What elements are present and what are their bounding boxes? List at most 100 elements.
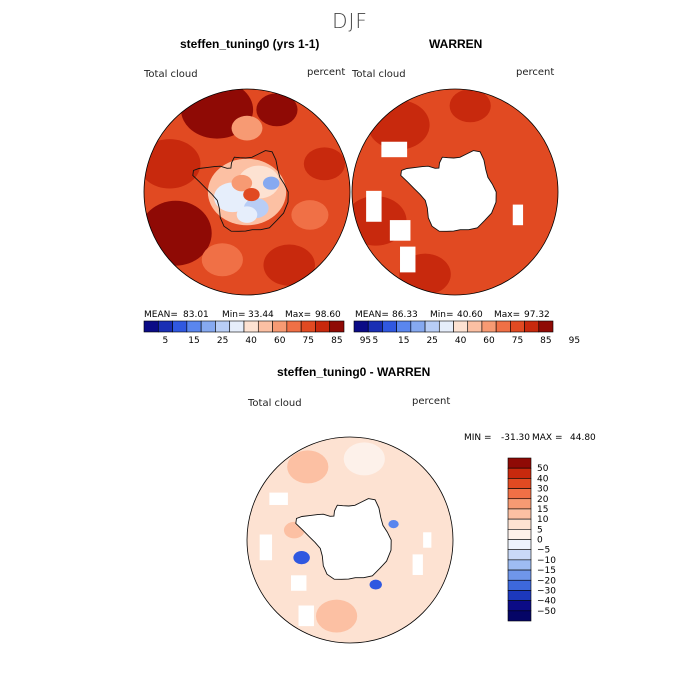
land-patch xyxy=(262,176,280,190)
missing-data xyxy=(412,554,423,575)
panel2-max-label: Max= xyxy=(494,310,521,320)
colorbar-swatch xyxy=(200,320,216,333)
colorbar-swatch xyxy=(453,320,469,333)
panel3-map-border xyxy=(246,436,454,644)
panel3-max-value: 44.80 xyxy=(570,433,596,443)
panel1-mean-value: 83.01 xyxy=(183,310,209,320)
field-patch xyxy=(144,139,201,189)
panel1-units-label: percent xyxy=(307,67,346,78)
panel2-field xyxy=(352,89,558,295)
colorbar-swatch xyxy=(424,320,440,333)
field-patch xyxy=(256,93,298,127)
colorbar-swatch xyxy=(438,320,454,333)
colorbar-tick-label: 5 xyxy=(372,336,378,346)
season-title: DJF xyxy=(332,9,368,33)
panel1-variable-label: Total cloud xyxy=(144,69,198,80)
colorbar-swatch xyxy=(507,457,532,469)
colorbar-tick-label: −5 xyxy=(537,546,550,556)
colorbar-swatch xyxy=(286,320,302,333)
colorbar-tick-label: 40 xyxy=(455,336,467,346)
panel3-max-label: MAX = xyxy=(532,433,563,443)
colorbar-swatch xyxy=(257,320,273,333)
colorbar-tick-label: 40 xyxy=(245,336,257,346)
colorbar-tick-label: 85 xyxy=(540,336,551,346)
colorbar-swatch xyxy=(186,320,202,333)
colorbar-swatch xyxy=(507,488,532,500)
missing-data xyxy=(381,141,408,158)
colorbar-swatch xyxy=(410,320,426,333)
field-patch xyxy=(201,243,243,277)
colorbar-tick-label: 95 xyxy=(569,336,580,346)
colorbar-swatch xyxy=(507,498,532,510)
colorbar-tick-label: −30 xyxy=(537,586,556,596)
colorbar-tick-label: 0 xyxy=(537,536,543,546)
panel2-colorbar: 5 15 25 40 60 75 85 95 xyxy=(353,320,580,346)
panel1-field xyxy=(144,89,350,295)
panel2-units-label: percent xyxy=(516,67,555,78)
colorbar-tick-label: 75 xyxy=(303,336,314,346)
colorbar-swatch xyxy=(315,320,331,333)
colorbar-swatch xyxy=(507,549,532,561)
panel2-mean-value: 86.33 xyxy=(392,310,418,320)
colorbar-tick-label: 15 xyxy=(398,336,409,346)
missing-data xyxy=(298,605,314,627)
panel2-map xyxy=(351,88,559,296)
colorbar-swatch xyxy=(507,600,532,612)
missing-data xyxy=(290,575,307,591)
panel3-variable-label: Total cloud xyxy=(248,398,302,409)
colorbar-swatch xyxy=(300,320,316,333)
field-patch xyxy=(315,599,358,633)
missing-data xyxy=(269,492,288,505)
colorbar-tick-label: 10 xyxy=(537,515,549,525)
colorbar-swatch xyxy=(507,467,532,479)
field-patch xyxy=(263,244,315,286)
panel3-map xyxy=(246,436,454,644)
land-patch xyxy=(231,174,253,192)
field-patch xyxy=(231,115,263,141)
colorbar-swatch xyxy=(481,320,497,333)
colorbar-tick-label: −15 xyxy=(537,566,556,576)
colorbar-tick-label: 60 xyxy=(274,336,286,346)
colorbar-tick-label: 20 xyxy=(537,495,549,505)
panel3-title: steffen_tuning0 - WARREN xyxy=(277,365,431,379)
colorbar-tick-label: −40 xyxy=(537,597,556,607)
colorbar-tick-label: 15 xyxy=(537,505,548,515)
field-patch xyxy=(343,442,385,476)
colorbar-swatch xyxy=(507,529,532,540)
antarctica-mask xyxy=(400,150,497,232)
field-patch xyxy=(449,89,491,123)
panel1-mean-label: MEAN= xyxy=(144,310,178,320)
panel2-min-label: Min= xyxy=(430,310,454,320)
antarctica-coastline xyxy=(400,150,497,232)
colorbar-swatch xyxy=(507,508,532,520)
field-patch xyxy=(293,551,310,565)
field-patch xyxy=(303,147,346,181)
colorbar-swatch xyxy=(538,320,554,333)
colorbar-tick-label: 5 xyxy=(537,525,543,535)
panel2-variable-label: Total cloud xyxy=(352,69,406,80)
colorbar-swatch xyxy=(143,320,159,333)
colorbar-tick-label: 75 xyxy=(512,336,523,346)
colorbar-swatch xyxy=(157,320,173,333)
panel2-mean-label: MEAN= xyxy=(355,310,389,320)
panel1-max-value: 98.60 xyxy=(315,310,341,320)
colorbar-swatch xyxy=(172,320,188,333)
colorbar-swatch xyxy=(507,590,532,601)
field-patch xyxy=(388,520,399,529)
missing-data xyxy=(423,532,432,548)
field-patch xyxy=(144,200,212,266)
colorbar-tick-label: 5 xyxy=(163,336,169,346)
colorbar-swatch xyxy=(507,569,532,581)
colorbar-swatch xyxy=(396,320,412,333)
colorbar-swatch xyxy=(507,518,532,530)
colorbar-swatch xyxy=(329,320,345,333)
colorbar-swatch xyxy=(353,320,369,333)
colorbar-swatch xyxy=(524,320,540,333)
colorbar-swatch xyxy=(215,320,231,333)
panel1-map-border xyxy=(143,88,351,296)
panel2-min-value: 40.60 xyxy=(457,310,483,320)
panel2-map-border xyxy=(351,88,559,296)
colorbar-swatch xyxy=(367,320,383,333)
